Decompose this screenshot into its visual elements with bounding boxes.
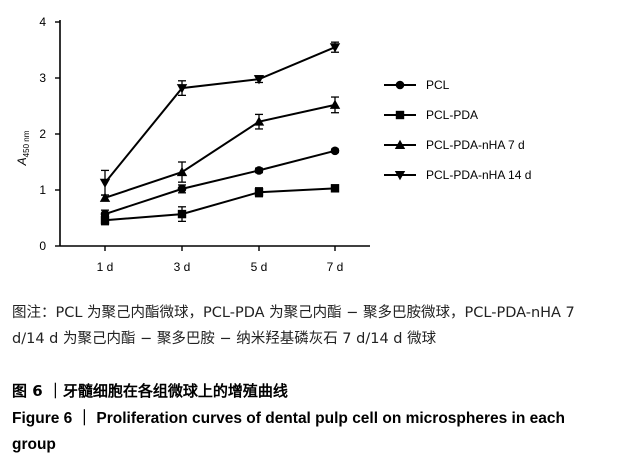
figure-note: 图注：PCL 为聚己内酯微球，PCL-PDA 为聚己内酯 − 聚多巴胺微球，PC…	[12, 305, 575, 347]
data-point	[99, 192, 111, 202]
figure-caption-en: Figure 6 ｜ Proliferation curves of denta…	[12, 410, 565, 453]
y-tick-label: 4	[39, 15, 46, 29]
data-point	[177, 209, 187, 219]
x-tick-label: 7 d	[327, 260, 344, 274]
series-1	[100, 146, 340, 219]
y-tick-label: 0	[39, 239, 46, 253]
y-axis-label-main: A	[15, 157, 29, 166]
series-line	[104, 149, 336, 216]
y-tick-label: 1	[39, 183, 46, 197]
data-point	[100, 216, 110, 225]
data-point	[99, 178, 111, 188]
x-tick-label: 1 d	[97, 260, 114, 274]
data-point	[254, 166, 264, 175]
legend-item: PCL-PDA-nHA 14 d	[384, 168, 531, 182]
figure-caption-cn: 图 6 ｜牙髓细胞在各组微球上的增殖曲线	[12, 382, 288, 400]
series-4	[99, 41, 341, 196]
x-tick-label: 5 d	[251, 260, 268, 274]
y-axis-label: A450 nm	[15, 130, 31, 166]
data-point	[329, 99, 341, 109]
y-tick-label: 3	[39, 71, 46, 85]
data-point	[253, 116, 265, 126]
series-3	[99, 96, 341, 202]
legend-item: PCL-PDA	[384, 108, 478, 122]
series-line	[104, 187, 336, 222]
legend-marker	[395, 110, 405, 120]
legend-marker	[394, 171, 406, 181]
series-line	[104, 46, 336, 184]
x-tick-label: 3 d	[174, 260, 191, 274]
legend-label: PCL	[426, 78, 450, 92]
legend-marker	[395, 80, 405, 90]
series-line	[104, 103, 336, 199]
y-axis-label-sub: 450 nm	[22, 130, 31, 157]
data-point	[253, 75, 265, 85]
data-point	[329, 43, 341, 53]
legend-item: PCL	[384, 78, 450, 92]
legend: PCL PCL-PDA PCL-PDA-nHA 7 d PCL-PDA-nHA 14 …	[384, 78, 531, 182]
proliferation-chart: 0 1 2 3 4 1 d 3 d 5 d 7 d PCL PCL-PDA PCL-PDA-nHA …	[15, 15, 531, 274]
series-layer	[99, 41, 341, 226]
series-2	[100, 184, 340, 226]
legend-item: PCL-PDA-nHA 7 d	[384, 138, 525, 152]
legend-marker	[394, 139, 406, 149]
data-point	[254, 188, 264, 197]
data-point	[176, 166, 188, 177]
data-point	[177, 184, 187, 194]
data-point	[330, 184, 340, 193]
y-tick-label: 2	[39, 127, 46, 141]
legend-label: PCL-PDA-nHA 7 d	[426, 138, 525, 152]
data-point	[330, 146, 340, 156]
axes: 0 1 2 3 4 1 d 3 d 5 d 7 d	[39, 15, 370, 274]
legend-label: PCL-PDA	[426, 108, 478, 122]
legend-label: PCL-PDA-nHA 14 d	[426, 168, 531, 182]
data-point	[176, 84, 188, 94]
